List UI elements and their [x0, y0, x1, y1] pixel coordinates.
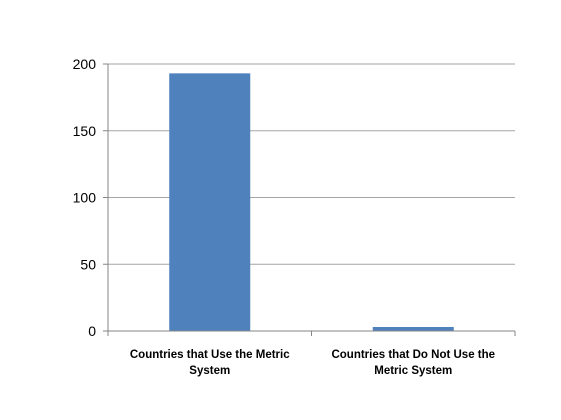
x-category-label-line: Countries that Do Not Use the — [331, 349, 495, 361]
y-tick-label: 50 — [80, 256, 96, 272]
x-category-label: Countries that Do Not Use the Metric Syst… — [331, 349, 495, 377]
y-tick-label: 200 — [73, 56, 97, 72]
bars — [169, 73, 454, 331]
x-category-label: Countries that Use the Metric System — [130, 349, 290, 377]
y-tick-label: 0 — [88, 323, 96, 339]
x-axis-labels: Countries that Use the Metric SystemCount… — [130, 349, 495, 377]
x-category-label-line: Countries that Use the Metric — [130, 349, 290, 361]
bar — [372, 326, 454, 331]
x-category-label-line: Metric System — [374, 365, 452, 377]
gridlines — [108, 63, 515, 265]
y-tick-label: 150 — [73, 123, 97, 139]
y-tick-label: 100 — [73, 190, 97, 206]
x-category-label-line: System — [189, 365, 230, 377]
y-axis-ticks: 0 50 100 150 200 — [73, 56, 108, 339]
bar — [169, 73, 251, 331]
axes — [107, 64, 516, 336]
